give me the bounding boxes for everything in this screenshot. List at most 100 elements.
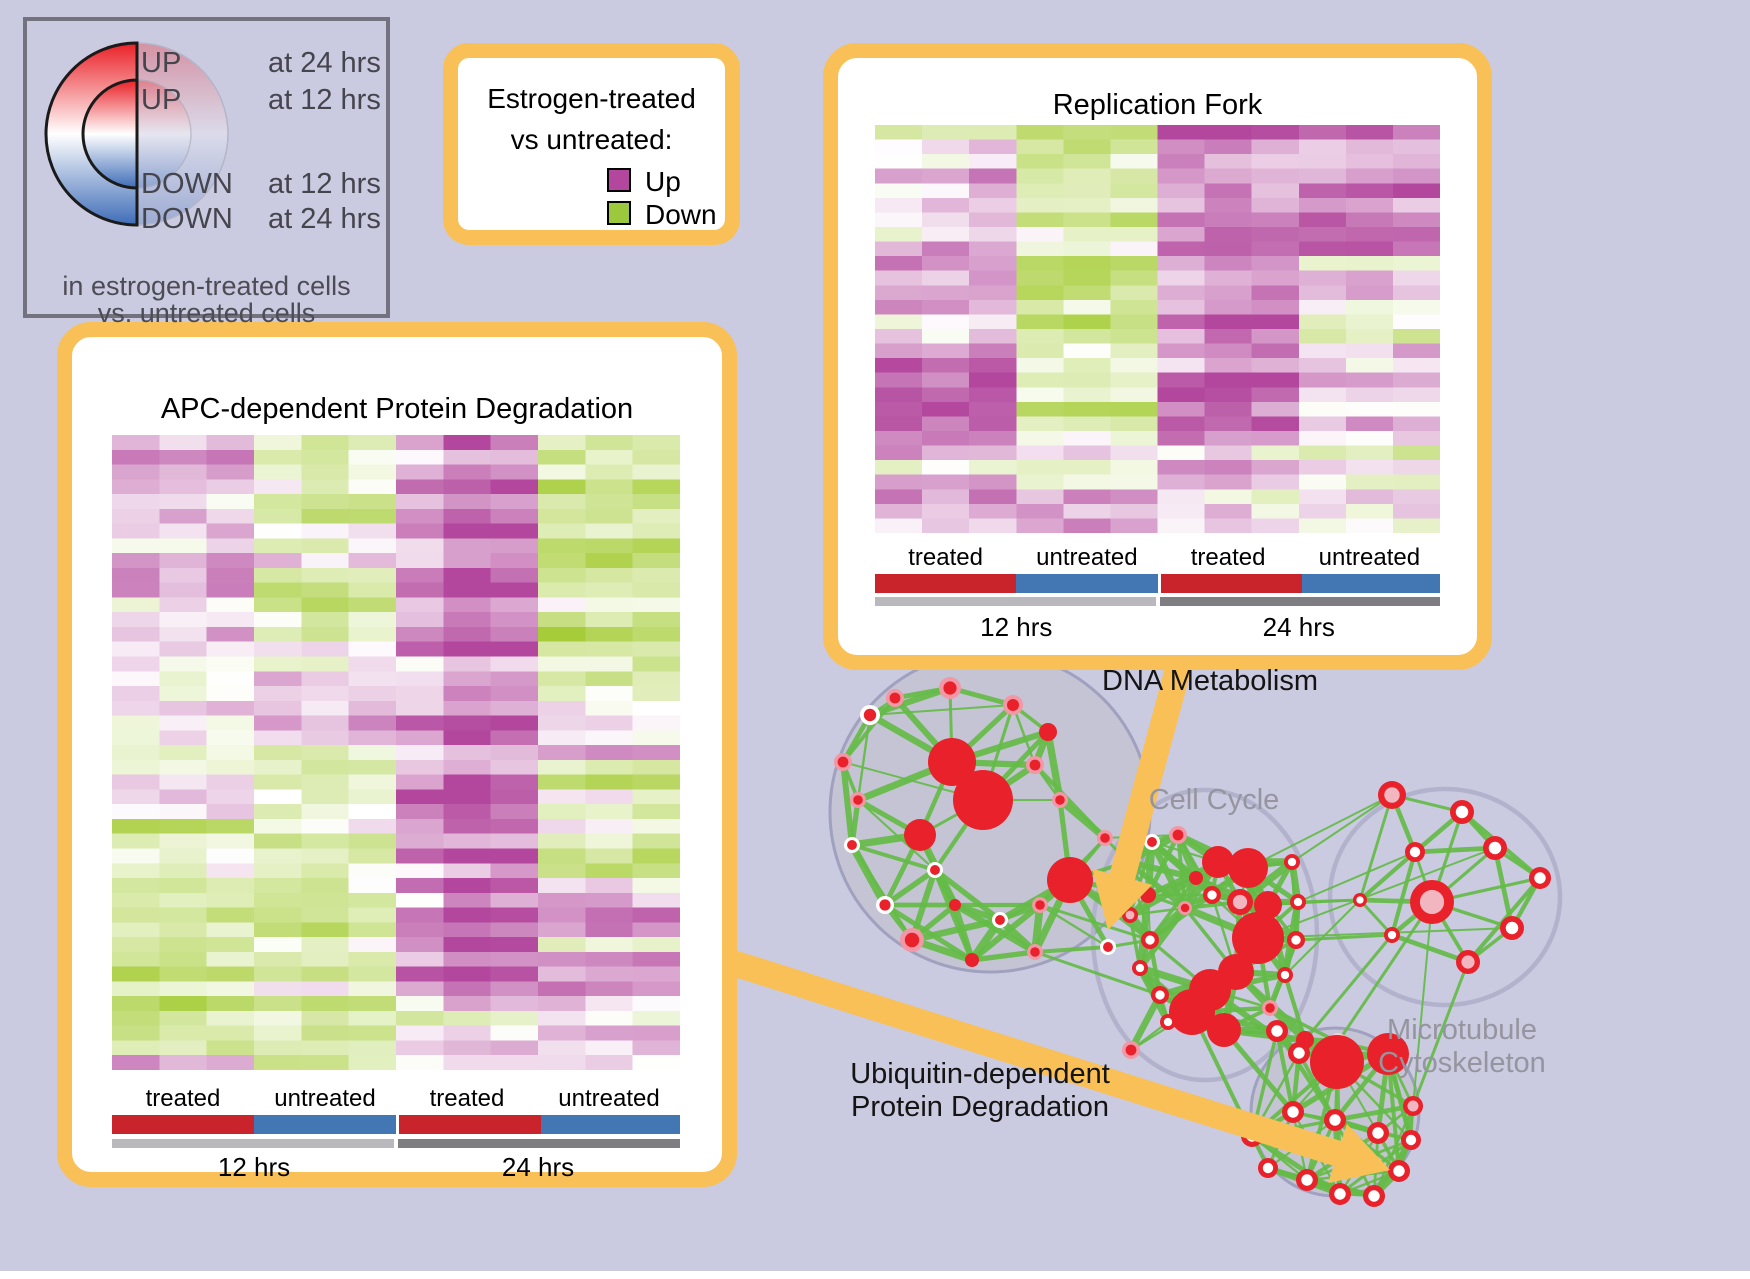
- network-node: [1310, 1035, 1364, 1089]
- heatmap-cell: [254, 951, 302, 968]
- heatmap-cell: [1251, 183, 1300, 199]
- heatmap-cell: [969, 329, 1017, 345]
- updown-time-label: at 12 hrs: [268, 168, 381, 200]
- heatmap-cell: [443, 937, 492, 953]
- heatmap-cell: [490, 656, 539, 672]
- heatmap-cell: [1251, 460, 1300, 476]
- heatmap-cell: [969, 503, 1017, 519]
- heatmap-cell: [1063, 503, 1111, 519]
- heatmap-cell: [348, 804, 397, 820]
- time-group-label: 24 hrs: [1262, 612, 1335, 642]
- heatmap-cell: [969, 227, 1017, 243]
- heatmap-cell: [922, 256, 970, 272]
- heatmap-cell: [301, 818, 350, 835]
- time-group-label: 12 hrs: [217, 1152, 291, 1182]
- heatmap-cell: [1204, 139, 1253, 155]
- network-edge: [1149, 840, 1188, 910]
- heatmap-cell: [348, 582, 397, 598]
- network-node: [1405, 1134, 1417, 1146]
- up-color-swatch: [607, 168, 631, 192]
- heatmap-cell: [1157, 270, 1206, 286]
- heatmap-cell: [632, 508, 680, 525]
- heatmap-cell: [1110, 503, 1158, 519]
- heatmap-cell: [538, 833, 586, 849]
- network-node: [1169, 989, 1215, 1035]
- heatmap-cell: [632, 922, 680, 938]
- heatmap-cell: [1204, 212, 1253, 228]
- heatmap-cell: [969, 474, 1017, 490]
- heatmap-cell: [969, 168, 1017, 184]
- heatmap-cell: [348, 892, 397, 909]
- heatmap-cell: [348, 449, 397, 466]
- heatmap-cell: [969, 343, 1017, 359]
- heatmap-cell: [348, 996, 397, 1012]
- network-node: [1291, 935, 1301, 945]
- heatmap-cell: [443, 523, 492, 539]
- heatmap-cell: [490, 641, 539, 658]
- updown-level-label: DOWN: [141, 203, 233, 235]
- heatmap-cell: [159, 700, 208, 717]
- heatmap-cell: [969, 416, 1017, 432]
- heatmap-cell: [1345, 125, 1394, 141]
- heatmap-cell: [1016, 183, 1064, 199]
- heatmap-cell: [159, 730, 208, 746]
- network-node: [1334, 1188, 1346, 1200]
- heatmap-cell: [922, 474, 970, 490]
- heatmap-cell: [1392, 401, 1440, 417]
- updown-level-label: DOWN: [141, 168, 233, 200]
- network-edge: [1295, 933, 1393, 942]
- heatmap-cell: [1110, 329, 1158, 345]
- untreated-bar: [1016, 574, 1158, 593]
- heatmap-cell: [490, 981, 539, 997]
- heatmap-cell: [632, 966, 680, 982]
- heatmap-cell: [254, 981, 302, 997]
- network-node: [1271, 1025, 1283, 1037]
- heatmap-cell: [1110, 212, 1158, 228]
- heatmap-cell: [396, 597, 444, 613]
- heatmap-cell: [396, 818, 444, 835]
- heatmap-cell: [1204, 256, 1253, 272]
- heatmap-cell: [112, 479, 160, 495]
- heatmap-cell: [348, 538, 397, 554]
- heatmap-cell: [1204, 358, 1253, 374]
- heatmap-cell: [585, 641, 634, 658]
- heatmap-cell: [538, 641, 586, 658]
- heatmap-cell: [538, 922, 586, 938]
- heatmap-cell: [490, 951, 539, 968]
- heatmap-cell: [922, 227, 970, 243]
- heatmap-cell: [875, 212, 923, 228]
- network-edge: [1336, 901, 1434, 1043]
- network-edge: [1414, 845, 1496, 855]
- heatmap-cell: [1063, 401, 1111, 417]
- heatmap-cell: [585, 1025, 634, 1041]
- heatmap-cell: [396, 966, 444, 982]
- heatmap-cell: [159, 1055, 208, 1070]
- heatmap-cell: [396, 656, 444, 672]
- heatmap-cell: [922, 314, 970, 330]
- heatmap-cell: [159, 833, 208, 849]
- heatmap-cell: [969, 431, 1017, 447]
- network-node: [930, 865, 940, 875]
- heatmap-cell: [348, 435, 397, 451]
- heatmap-cell: [1110, 431, 1158, 447]
- heatmap-cell: [969, 314, 1017, 330]
- heatmap-cell: [632, 833, 680, 849]
- heatmap-cell: [159, 523, 208, 539]
- heatmap-cell: [159, 745, 208, 761]
- heatmap-cell: [1392, 241, 1440, 257]
- heatmap-cell: [490, 922, 539, 938]
- heatmap-cell: [443, 1010, 492, 1027]
- heatmap-cell: [112, 700, 160, 717]
- heatmap-cell: [632, 523, 680, 539]
- heatmap-cell: [1204, 241, 1253, 257]
- heatmap-cell: [254, 538, 302, 554]
- network-edge: [970, 902, 1042, 963]
- heatmap-cell: [348, 848, 397, 864]
- heatmap-cell: [1298, 212, 1347, 228]
- heatmap-cell: [632, 996, 680, 1012]
- heatmap-cell: [254, 715, 302, 731]
- heatmap-cell: [443, 612, 492, 628]
- heatmap-cell: [159, 567, 208, 584]
- heatmap-cell: [538, 804, 586, 820]
- heatmap-cell: [396, 1040, 444, 1056]
